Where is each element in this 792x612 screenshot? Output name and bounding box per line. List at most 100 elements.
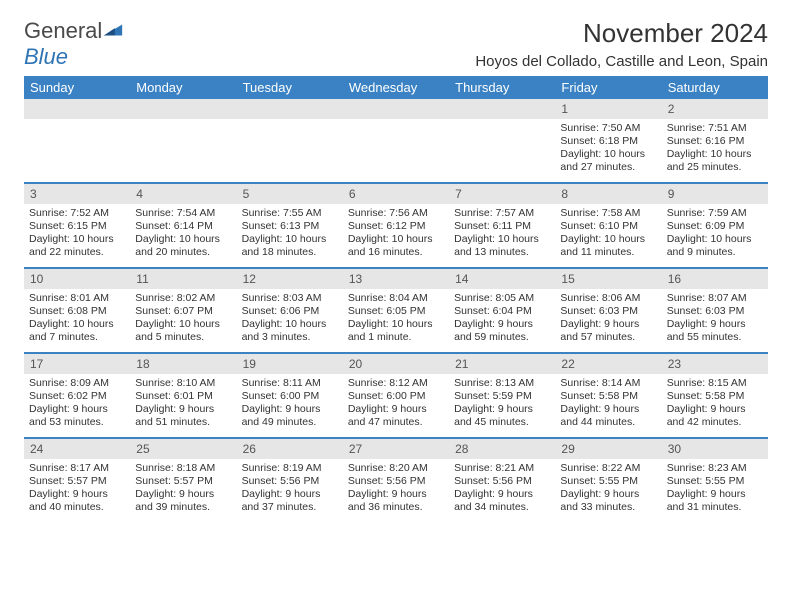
sunset-text: Sunset: 5:58 PM xyxy=(560,390,656,403)
logo-word-general: General xyxy=(24,18,102,43)
day-number xyxy=(449,99,555,119)
day-header: Wednesday xyxy=(343,76,449,99)
daylight-text: Daylight: 9 hours and 40 minutes. xyxy=(29,488,125,514)
calendar-body: 12 Sunrise: 7:50 AMSunset: 6:18 PMDayligh… xyxy=(24,99,768,523)
day-detail-row: Sunrise: 7:50 AMSunset: 6:18 PMDaylight:… xyxy=(24,119,768,183)
title-block: November 2024 Hoyos del Collado, Castill… xyxy=(475,18,768,76)
daylight-text: Daylight: 9 hours and 44 minutes. xyxy=(560,403,656,429)
day-cell: Sunrise: 8:17 AMSunset: 5:57 PMDaylight:… xyxy=(24,459,130,523)
day-cell xyxy=(130,119,236,183)
day-detail-row: Sunrise: 8:09 AMSunset: 6:02 PMDaylight:… xyxy=(24,374,768,438)
sunset-text: Sunset: 5:55 PM xyxy=(560,475,656,488)
day-number xyxy=(130,99,236,119)
month-title: November 2024 xyxy=(475,18,768,49)
day-number: 3 xyxy=(24,183,130,204)
day-number-row: 3456789 xyxy=(24,183,768,204)
sunset-text: Sunset: 6:13 PM xyxy=(242,220,338,233)
sunrise-text: Sunrise: 7:50 AM xyxy=(560,122,656,135)
sunset-text: Sunset: 6:14 PM xyxy=(135,220,231,233)
day-number: 1 xyxy=(555,99,661,119)
day-number: 8 xyxy=(555,183,661,204)
daylight-text: Daylight: 9 hours and 36 minutes. xyxy=(348,488,444,514)
sunrise-text: Sunrise: 8:23 AM xyxy=(667,462,763,475)
sunrise-text: Sunrise: 7:54 AM xyxy=(135,207,231,220)
day-number: 21 xyxy=(449,353,555,374)
day-detail-row: Sunrise: 8:01 AMSunset: 6:08 PM Daylight:… xyxy=(24,289,768,353)
day-number: 26 xyxy=(237,438,343,459)
day-number: 6 xyxy=(343,183,449,204)
sunset-text: Sunset: 6:12 PM xyxy=(348,220,444,233)
daylight-text: Daylight: 9 hours and 39 minutes. xyxy=(135,488,231,514)
day-cell: Sunrise: 7:51 AMSunset: 6:16 PMDaylight:… xyxy=(662,119,768,183)
day-number: 14 xyxy=(449,268,555,289)
day-header: Saturday xyxy=(662,76,768,99)
sunset-text: Sunset: 6:03 PM xyxy=(667,305,763,318)
day-number-row: 24252627282930 xyxy=(24,438,768,459)
sunrise-text: Sunrise: 8:15 AM xyxy=(667,377,763,390)
day-header: Sunday xyxy=(24,76,130,99)
daylight-text: Daylight: 10 hours and 5 minutes. xyxy=(135,318,231,344)
day-cell: Sunrise: 8:11 AMSunset: 6:00 PMDaylight:… xyxy=(237,374,343,438)
day-number: 15 xyxy=(555,268,661,289)
daylight-text: Daylight: 9 hours and 47 minutes. xyxy=(348,403,444,429)
day-cell: Sunrise: 8:05 AMSunset: 6:04 PMDaylight:… xyxy=(449,289,555,353)
day-header: Tuesday xyxy=(237,76,343,99)
day-number-row: 10111213141516 xyxy=(24,268,768,289)
day-number: 16 xyxy=(662,268,768,289)
sunset-text: Sunset: 6:08 PM xyxy=(29,305,125,318)
day-number: 20 xyxy=(343,353,449,374)
sunset-text: Sunset: 6:16 PM xyxy=(667,135,763,148)
sunrise-text: Sunrise: 8:07 AM xyxy=(667,292,763,305)
day-cell: Sunrise: 8:14 AMSunset: 5:58 PMDaylight:… xyxy=(555,374,661,438)
calendar-page: General Blue November 2024 Hoyos del Col… xyxy=(0,0,792,523)
sunrise-text: Sunrise: 8:05 AM xyxy=(454,292,550,305)
sunrise-text: Sunrise: 8:17 AM xyxy=(29,462,125,475)
daylight-text: Daylight: 9 hours and 57 minutes. xyxy=(560,318,656,344)
daylight-text: Daylight: 9 hours and 49 minutes. xyxy=(242,403,338,429)
day-number: 27 xyxy=(343,438,449,459)
daylight-text: Daylight: 10 hours and 22 minutes. xyxy=(29,233,125,259)
day-number: 9 xyxy=(662,183,768,204)
day-cell: Sunrise: 8:04 AMSunset: 6:05 PMDaylight:… xyxy=(343,289,449,353)
day-number: 12 xyxy=(237,268,343,289)
day-number: 29 xyxy=(555,438,661,459)
day-cell xyxy=(237,119,343,183)
daylight-text: Daylight: 10 hours and 11 minutes. xyxy=(560,233,656,259)
daylight-text: Daylight: 9 hours and 51 minutes. xyxy=(135,403,231,429)
sunrise-text: Sunrise: 8:09 AM xyxy=(29,377,125,390)
sunrise-text: Sunrise: 7:55 AM xyxy=(242,207,338,220)
day-detail-row: Sunrise: 8:17 AMSunset: 5:57 PMDaylight:… xyxy=(24,459,768,523)
sunset-text: Sunset: 6:09 PM xyxy=(667,220,763,233)
sunrise-text: Sunrise: 7:52 AM xyxy=(29,207,125,220)
sunset-text: Sunset: 5:59 PM xyxy=(454,390,550,403)
daylight-text: Daylight: 10 hours and 1 minute. xyxy=(348,318,444,344)
sunrise-text: Sunrise: 8:01 AM xyxy=(29,292,125,305)
sunset-text: Sunset: 5:58 PM xyxy=(667,390,763,403)
day-cell xyxy=(24,119,130,183)
daylight-text: Daylight: 10 hours and 27 minutes. xyxy=(560,148,656,174)
day-cell xyxy=(343,119,449,183)
calendar-header-row: Sunday Monday Tuesday Wednesday Thursday… xyxy=(24,76,768,99)
sunrise-text: Sunrise: 7:57 AM xyxy=(454,207,550,220)
daylight-text: Daylight: 9 hours and 59 minutes. xyxy=(454,318,550,344)
sunset-text: Sunset: 6:00 PM xyxy=(348,390,444,403)
header: General Blue November 2024 Hoyos del Col… xyxy=(24,18,768,76)
sunset-text: Sunset: 6:07 PM xyxy=(135,305,231,318)
sunset-text: Sunset: 6:00 PM xyxy=(242,390,338,403)
day-cell: Sunrise: 8:10 AMSunset: 6:01 PMDaylight:… xyxy=(130,374,236,438)
calendar-table: Sunday Monday Tuesday Wednesday Thursday… xyxy=(24,76,768,523)
sunrise-text: Sunrise: 8:10 AM xyxy=(135,377,231,390)
day-number: 13 xyxy=(343,268,449,289)
logo: General Blue xyxy=(24,18,124,70)
day-cell: Sunrise: 8:20 AMSunset: 5:56 PMDaylight:… xyxy=(343,459,449,523)
sunrise-text: Sunrise: 8:06 AM xyxy=(560,292,656,305)
daylight-text: Daylight: 9 hours and 31 minutes. xyxy=(667,488,763,514)
day-number: 5 xyxy=(237,183,343,204)
day-cell: Sunrise: 8:22 AMSunset: 5:55 PMDaylight:… xyxy=(555,459,661,523)
sunset-text: Sunset: 5:57 PM xyxy=(29,475,125,488)
day-cell: Sunrise: 8:03 AMSunset: 6:06 PMDaylight:… xyxy=(237,289,343,353)
sunrise-text: Sunrise: 8:13 AM xyxy=(454,377,550,390)
sunrise-text: Sunrise: 7:51 AM xyxy=(667,122,763,135)
sunrise-text: Sunrise: 7:58 AM xyxy=(560,207,656,220)
day-number xyxy=(343,99,449,119)
